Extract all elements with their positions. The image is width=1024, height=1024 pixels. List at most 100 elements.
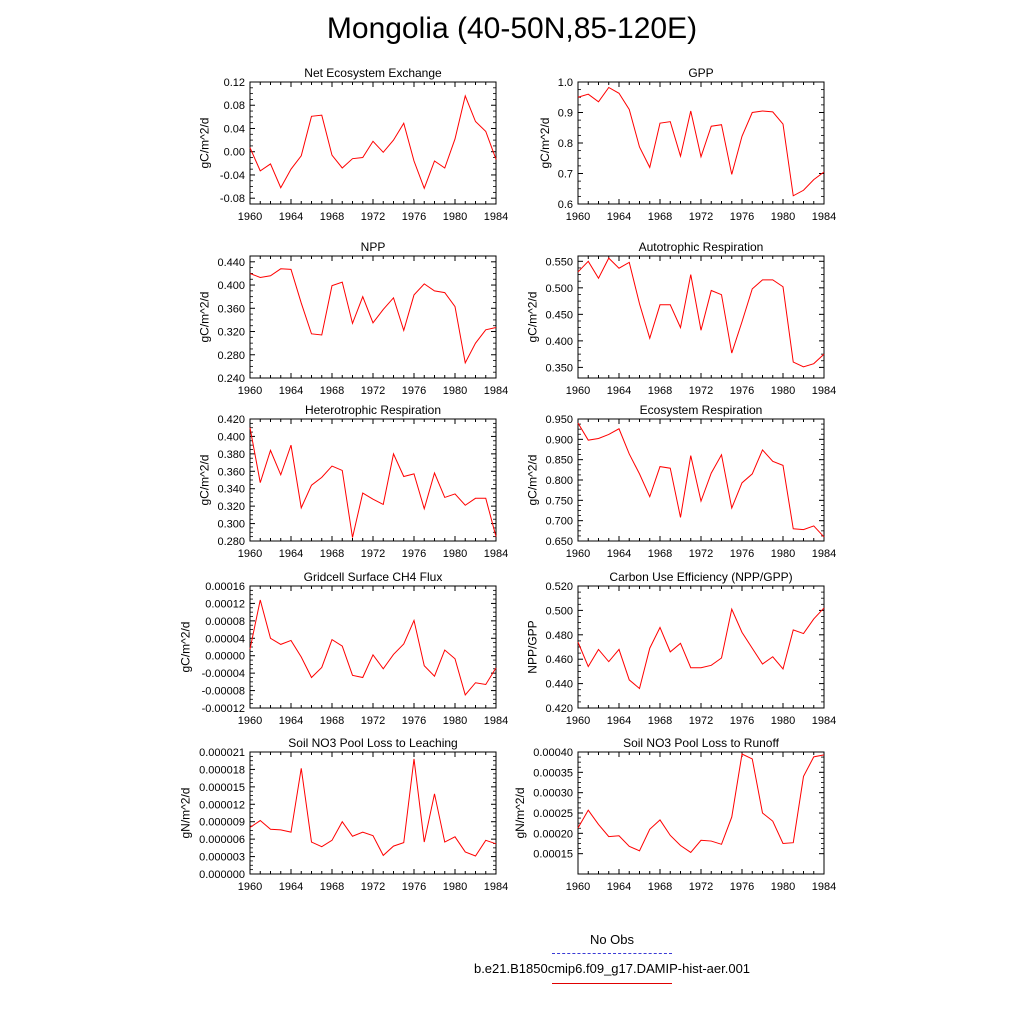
x-tick-label: 1972 <box>361 881 385 893</box>
x-tick-label: 1960 <box>238 385 262 397</box>
y-tick-label: 0.450 <box>545 309 573 321</box>
series-line <box>577 257 825 368</box>
x-tick-label: 1968 <box>320 715 344 727</box>
y-tick-label: 0.420 <box>217 414 245 426</box>
x-tick-label: 1968 <box>648 385 672 397</box>
y-tick-label: 0.520 <box>545 581 573 593</box>
x-tick-label: 1972 <box>361 715 385 727</box>
x-tick-label: 1980 <box>443 881 467 893</box>
x-tick-label: 1964 <box>607 385 631 397</box>
panel-1: GPP 1960 1964 1968 1972 1976 1980 1984 0.6 0.7 0.8… <box>538 66 836 223</box>
x-tick-label: 1968 <box>648 548 672 560</box>
y-tick-label: 0.320 <box>217 501 245 513</box>
x-tick-label: 1960 <box>238 881 262 893</box>
y-tick-label: 0.08 <box>224 100 245 112</box>
y-tick-label: 0.000015 <box>199 782 245 794</box>
x-tick-label: 1964 <box>279 715 303 727</box>
y-tick-label: 0.360 <box>217 466 245 478</box>
panel-6: Gridcell Surface CH4 Flux 1960 1964 1968 197… <box>179 570 509 727</box>
x-tick-label: 1980 <box>771 211 795 223</box>
y-axis-label: gC/m^2/d <box>538 118 552 169</box>
panel-3: Autotrophic Respiration 1960 1964 1968 1972 1… <box>526 240 837 397</box>
y-axis-label: gC/m^2/d <box>526 455 540 506</box>
y-tick-label: 0.900 <box>545 434 573 446</box>
x-tick-label: 1972 <box>361 385 385 397</box>
plot-frame <box>249 751 497 875</box>
y-axis-label: NPP/GPP <box>526 620 540 673</box>
y-tick-label: 0.000012 <box>199 799 245 811</box>
x-tick-label: 1968 <box>648 211 672 223</box>
x-tick-label: 1976 <box>730 211 754 223</box>
series-line <box>249 94 497 190</box>
y-tick-label: 0.9 <box>558 108 573 120</box>
x-tick-label: 1964 <box>607 211 631 223</box>
y-tick-label: 0.480 <box>545 630 573 642</box>
y-axis-label: gC/m^2/d <box>198 118 212 169</box>
series-line <box>249 599 497 696</box>
x-tick-label: 1976 <box>402 385 426 397</box>
y-tick-label: 0.12 <box>224 77 245 89</box>
y-tick-label: 0.440 <box>545 679 573 691</box>
y-tick-label: 0.000021 <box>199 747 245 759</box>
x-tick-label: 1964 <box>279 385 303 397</box>
x-tick-label: 1980 <box>771 385 795 397</box>
x-tick-label: 1976 <box>402 715 426 727</box>
y-tick-label: 0.000003 <box>199 852 245 864</box>
y-tick-label: 0.750 <box>545 495 573 507</box>
x-tick-label: 1984 <box>812 211 836 223</box>
y-tick-label: 0.00035 <box>533 767 573 779</box>
x-tick-label: 1984 <box>812 881 836 893</box>
x-tick-label: 1968 <box>320 211 344 223</box>
x-tick-label: 1976 <box>730 548 754 560</box>
y-tick-label: 0.950 <box>545 414 573 426</box>
x-tick-label: 1964 <box>607 881 631 893</box>
series-line <box>577 753 825 854</box>
x-tick-label: 1964 <box>279 881 303 893</box>
y-tick-label: -0.00012 <box>202 703 245 715</box>
y-tick-label: 0.000000 <box>199 869 245 881</box>
panel-title: NPP <box>361 240 386 254</box>
panel-title: Soil NO3 Pool Loss to Leaching <box>288 736 457 750</box>
x-tick-label: 1980 <box>443 548 467 560</box>
x-tick-label: 1972 <box>689 881 713 893</box>
plot-frame <box>249 255 497 379</box>
x-tick-label: 1972 <box>689 385 713 397</box>
y-tick-label: 0.00040 <box>533 747 573 759</box>
y-tick-label: 0.000006 <box>199 834 245 846</box>
y-axis-label: gC/m^2/d <box>526 292 540 343</box>
y-tick-label: 0.8 <box>558 138 573 150</box>
y-tick-label: 0.000009 <box>199 817 245 829</box>
x-tick-label: 1976 <box>402 548 426 560</box>
x-tick-label: 1980 <box>443 715 467 727</box>
panel-8: Soil NO3 Pool Loss to Leaching 1960 1964 19… <box>179 736 509 893</box>
x-tick-label: 1960 <box>238 211 262 223</box>
y-tick-label: 0.380 <box>217 449 245 461</box>
y-tick-label: 0.00008 <box>205 616 245 628</box>
x-tick-label: 1964 <box>279 548 303 560</box>
panel-title: Net Ecosystem Exchange <box>304 66 442 80</box>
x-tick-label: 1984 <box>484 548 508 560</box>
x-tick-label: 1960 <box>566 548 590 560</box>
y-tick-label: 0.850 <box>545 455 573 467</box>
y-axis-label: gC/m^2/d <box>179 622 193 673</box>
panel-5: Ecosystem Respiration 1960 1964 1968 1972 197… <box>526 403 837 560</box>
x-tick-label: 1964 <box>279 211 303 223</box>
y-tick-label: -0.00008 <box>202 686 245 698</box>
y-tick-label: 0.00000 <box>205 651 245 663</box>
x-tick-label: 1972 <box>689 211 713 223</box>
series-line <box>577 607 825 690</box>
x-tick-label: 1968 <box>320 548 344 560</box>
x-tick-label: 1984 <box>812 548 836 560</box>
panel-title: Gridcell Surface CH4 Flux <box>304 570 443 584</box>
x-tick-label: 1980 <box>443 385 467 397</box>
y-tick-label: 0.800 <box>545 475 573 487</box>
y-tick-label: 0.00025 <box>533 808 573 820</box>
x-tick-label: 1968 <box>320 385 344 397</box>
y-tick-label: 0.00 <box>224 147 245 159</box>
x-tick-label: 1964 <box>607 715 631 727</box>
legend-label-run: b.e21.B1850cmip6.f09_g17.DAMIP-hist-aer.… <box>473 961 751 976</box>
series-line <box>577 86 825 197</box>
panel-0: Net Ecosystem Exchange 1960 1964 1968 1972 19… <box>198 66 509 223</box>
x-tick-label: 1976 <box>730 715 754 727</box>
